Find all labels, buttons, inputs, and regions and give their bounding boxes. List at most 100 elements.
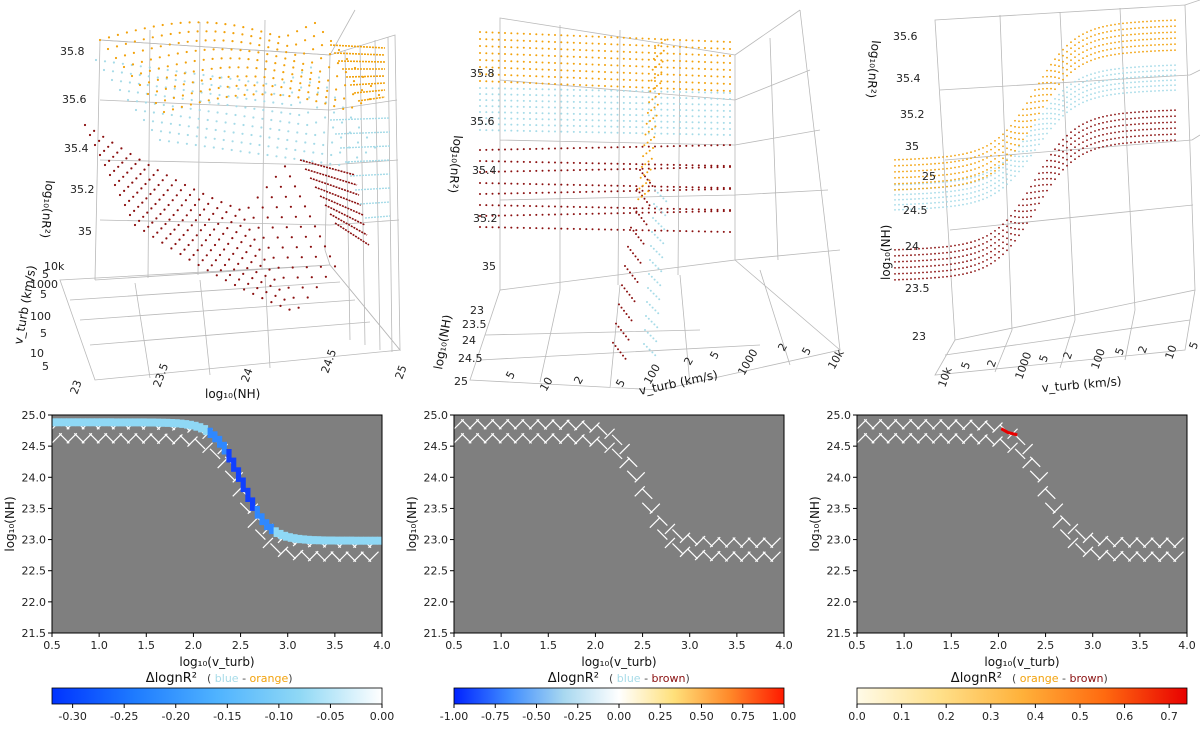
data-point xyxy=(174,74,177,77)
data-point xyxy=(128,81,131,84)
data-point xyxy=(906,158,908,161)
data-point xyxy=(173,85,176,88)
data-point xyxy=(1042,166,1044,168)
data-point xyxy=(629,86,631,88)
data-point xyxy=(304,235,307,238)
data-point xyxy=(1126,46,1128,48)
data-point xyxy=(306,98,309,101)
data-point xyxy=(685,210,688,213)
data-point xyxy=(655,340,658,343)
data-point xyxy=(616,43,619,46)
y-tick-label: 21.5 xyxy=(827,627,852,640)
data-point xyxy=(210,67,213,70)
data-point xyxy=(704,68,706,70)
hatch-mark xyxy=(1059,515,1071,526)
data-point xyxy=(171,199,174,202)
data-point xyxy=(134,29,137,32)
data-point xyxy=(1074,146,1076,149)
data-point xyxy=(729,134,731,136)
data-point xyxy=(146,211,149,214)
data-point xyxy=(1142,85,1144,88)
data-point xyxy=(672,167,675,170)
hatch-mark xyxy=(1173,551,1184,563)
hatch-mark xyxy=(886,418,898,430)
data-point xyxy=(1086,79,1088,82)
data-point xyxy=(616,78,619,81)
data-point xyxy=(649,289,652,292)
data-point xyxy=(1050,117,1052,120)
difference-cell xyxy=(363,536,369,545)
data-point xyxy=(954,262,956,265)
data-point xyxy=(228,273,232,277)
data-point xyxy=(231,140,234,143)
data-point xyxy=(251,277,254,280)
data-point xyxy=(239,224,242,227)
data-point xyxy=(1138,76,1140,78)
data-point xyxy=(1070,65,1072,68)
colorbar-tick-label: 0.2 xyxy=(937,710,955,723)
data-point xyxy=(616,107,619,110)
difference-cell xyxy=(80,418,86,427)
x-tick: 100 xyxy=(1089,347,1108,371)
data-point xyxy=(213,228,216,231)
data-point xyxy=(113,169,116,172)
data-point xyxy=(1010,164,1012,167)
data-point xyxy=(196,126,199,129)
hatch-mark xyxy=(672,543,683,554)
data-point xyxy=(541,75,544,78)
data-point xyxy=(139,65,142,68)
data-point xyxy=(1122,82,1124,85)
data-point xyxy=(479,117,481,119)
data-point xyxy=(231,40,234,43)
data-point xyxy=(1034,113,1036,115)
data-point xyxy=(648,273,650,275)
data-point xyxy=(535,82,538,85)
x-tick-label: 1.5 xyxy=(540,639,558,652)
data-point xyxy=(729,122,731,124)
data-point xyxy=(922,247,924,250)
data-point xyxy=(266,53,269,56)
data-point xyxy=(1030,144,1032,147)
data-point xyxy=(1034,185,1036,187)
data-point xyxy=(566,94,569,97)
data-point xyxy=(290,236,293,239)
data-point xyxy=(1050,75,1052,78)
data-point xyxy=(1074,90,1076,93)
data-point xyxy=(232,31,235,35)
data-streak xyxy=(364,215,391,219)
data-point xyxy=(585,168,588,171)
data-point xyxy=(572,94,575,97)
data-point xyxy=(296,30,299,33)
data-point xyxy=(1154,44,1156,46)
data-point xyxy=(647,51,650,54)
data-point xyxy=(191,90,194,93)
data-point xyxy=(691,91,694,94)
data-point xyxy=(1018,144,1020,147)
data-point xyxy=(685,166,688,169)
data-point xyxy=(1078,59,1080,62)
data-point xyxy=(1034,124,1036,126)
data-point xyxy=(898,208,900,211)
data-point xyxy=(314,255,317,258)
data-point xyxy=(641,211,644,214)
data-point xyxy=(261,117,264,120)
difference-cell xyxy=(132,418,138,427)
data-point xyxy=(610,119,613,122)
data-point xyxy=(547,118,550,121)
data-point xyxy=(621,284,623,287)
data-point xyxy=(1074,95,1076,98)
data-point xyxy=(660,66,663,69)
data-point xyxy=(1110,24,1112,26)
data-point xyxy=(629,37,631,39)
data-point xyxy=(1078,83,1080,86)
data-point xyxy=(685,103,688,106)
data-point xyxy=(197,21,200,24)
data-point xyxy=(213,243,217,247)
data-point xyxy=(133,209,136,212)
data-point xyxy=(962,165,964,168)
data-point xyxy=(591,77,594,80)
data-point xyxy=(664,39,666,41)
data-point xyxy=(938,180,940,183)
data-point xyxy=(659,82,662,85)
data-point xyxy=(1130,33,1132,36)
